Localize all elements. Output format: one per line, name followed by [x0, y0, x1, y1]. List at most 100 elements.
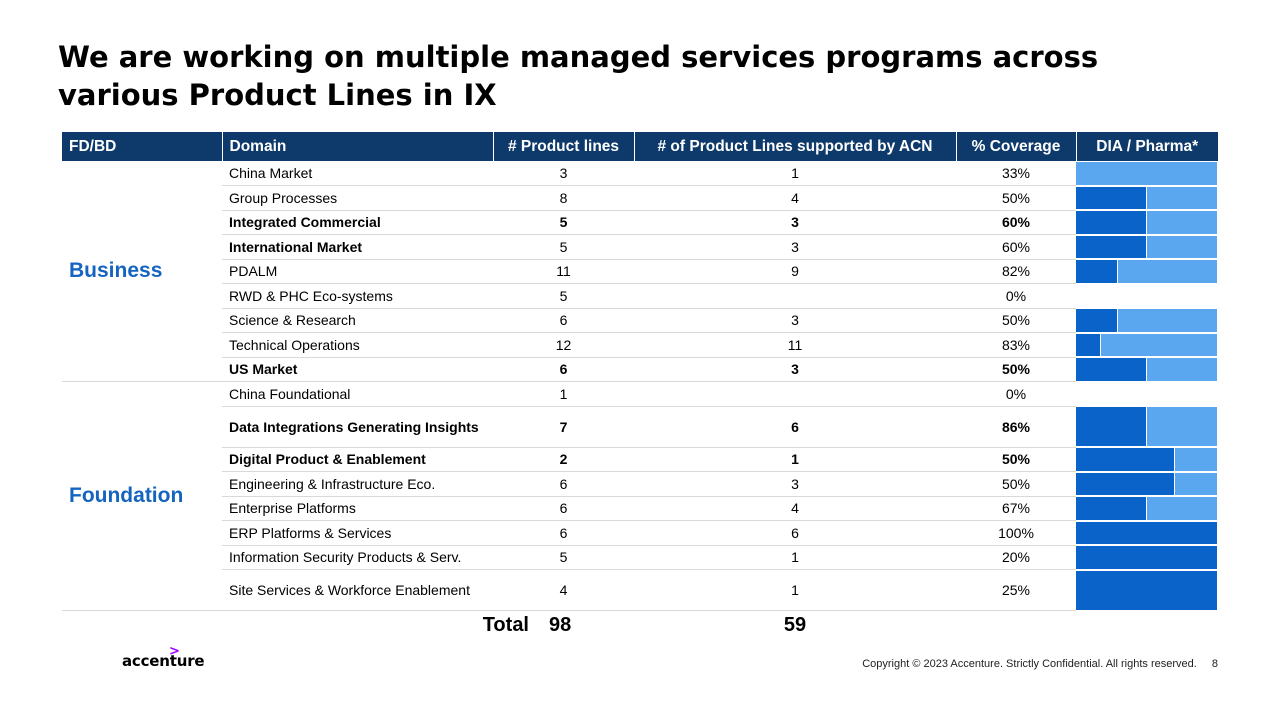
domain-cell: ERP Platforms & Services	[222, 520, 493, 546]
table-row: Business China Market 3 1 33%	[62, 161, 1218, 382]
product-lines-cell: 3	[493, 161, 634, 186]
copyright-text: Copyright © 2023 Accenture. Strictly Con…	[862, 658, 1197, 670]
product-lines-cell: 11	[493, 259, 634, 284]
domain-cell: Data Integrations Generating Insights	[222, 406, 493, 448]
domain-cell: Group Processes	[222, 185, 493, 211]
header-coverage: % Coverage	[956, 132, 1077, 161]
page-title: We are working on multiple managed servi…	[58, 40, 1099, 112]
footer: Copyright © 2023 Accenture. Strictly Con…	[862, 658, 1218, 670]
bar-dark-segment	[1076, 521, 1217, 544]
table-row: ERP Platforms & Services 6 6 100%	[62, 520, 1218, 546]
supported-cell	[634, 381, 956, 407]
dia-pharma-bar-cell	[1076, 570, 1218, 611]
supported-cell: 1	[634, 569, 956, 611]
product-lines-cell: 1	[493, 381, 634, 407]
supported-cell: 3	[634, 471, 956, 497]
coverage-cell: 50%	[956, 471, 1076, 497]
product-lines-cell: 12	[493, 332, 634, 358]
domain-cell: US Market	[222, 357, 493, 382]
domain-cell: International Market	[222, 234, 493, 260]
bar-dark-segment	[1076, 448, 1175, 471]
dia-pharma-bar-cell	[1076, 447, 1218, 472]
coverage-cell: 50%	[956, 447, 1076, 472]
coverage-cell: 33%	[956, 161, 1076, 186]
coverage-cell: 83%	[956, 332, 1076, 358]
coverage-cell: 86%	[956, 406, 1076, 448]
supported-cell: 3	[634, 357, 956, 382]
dia-pharma-bar	[1076, 383, 1217, 406]
domain-cell: Engineering & Infrastructure Eco.	[222, 471, 493, 497]
bar-light-segment	[1146, 211, 1217, 234]
table-row: Science & Research 6 3 50%	[62, 308, 1218, 333]
dia-pharma-bar-cell	[1076, 545, 1218, 570]
dia-pharma-bar	[1076, 211, 1217, 234]
dia-pharma-bar	[1076, 448, 1217, 471]
dia-pharma-bar-cell	[1076, 186, 1218, 211]
table-row: PDALM 11 9 82%	[62, 259, 1218, 284]
bar-dark-segment	[1076, 333, 1102, 356]
domain-cell: Integrated Commercial	[222, 210, 493, 235]
dia-pharma-bar-cell	[1076, 284, 1218, 309]
dia-pharma-bar-cell	[1076, 521, 1218, 546]
supported-cell: 3	[634, 308, 956, 333]
accenture-logo-mark: >	[169, 644, 180, 659]
supported-cell: 6	[634, 406, 956, 448]
supported-cell: 4	[634, 185, 956, 211]
product-lines-cell: 6	[493, 357, 634, 382]
domain-cell: RWD & PHC Eco-systems	[222, 283, 493, 309]
dia-pharma-bar	[1076, 235, 1217, 258]
supported-cell: 11	[634, 332, 956, 358]
total-supported: 59	[783, 613, 807, 636]
table-row: Enterprise Platforms 6 4 67%	[62, 496, 1218, 521]
supported-cell: 1	[634, 447, 956, 472]
bar-light-segment	[1146, 186, 1217, 209]
total-label: Total	[482, 613, 529, 636]
domain-cell: Science & Research	[222, 308, 493, 333]
table-header-row: FD/BD Domain # Product lines # of Produc…	[62, 132, 1218, 161]
domain-cell: Information Security Products & Serv.	[222, 545, 493, 570]
dia-pharma-bar-cell	[1076, 235, 1218, 260]
product-lines-cell: 6	[493, 308, 634, 333]
product-lines-cell: 6	[493, 471, 634, 497]
bar-light-segment	[1146, 235, 1217, 258]
product-lines-cell: 6	[493, 496, 634, 521]
table-row: Foundation China Foundational 1 0%	[62, 381, 1218, 611]
coverage-cell: 0%	[956, 381, 1076, 407]
table-row: Engineering & Infrastructure Eco. 6 3 50%	[62, 471, 1218, 497]
total-row: Total 98 59	[62, 611, 1218, 639]
dia-pharma-bar-cell	[1076, 333, 1218, 358]
table-row: Group Processes 8 4 50%	[62, 185, 1218, 211]
bar-dark-segment	[1076, 235, 1147, 258]
table-row: Technical Operations 12 11 83%	[62, 332, 1218, 358]
coverage-cell: 20%	[956, 545, 1076, 570]
table-row: RWD & PHC Eco-systems 5 0%	[62, 283, 1218, 309]
header-fd-bd: FD/BD	[62, 132, 223, 161]
coverage-cell: 60%	[956, 234, 1076, 260]
supported-cell: 3	[634, 234, 956, 260]
product-lines-cell: 5	[493, 545, 634, 570]
coverage-cell: 60%	[956, 210, 1076, 235]
supported-cell: 1	[634, 161, 956, 186]
coverage-cell: 25%	[956, 569, 1076, 611]
table-row: Site Services & Workforce Enablement 4 1 25…	[62, 569, 1218, 611]
table-row: US Market 6 3 50%	[62, 357, 1218, 382]
domain-cell: Digital Product & Enablement	[222, 447, 493, 472]
dia-pharma-bar-cell	[1076, 308, 1218, 333]
bar-light-segment	[1146, 497, 1217, 520]
group-label: Business	[62, 161, 222, 382]
bar-light-segment	[1118, 260, 1217, 283]
bar-dark-segment	[1076, 546, 1217, 569]
dia-pharma-bar-cell	[1076, 259, 1218, 284]
bar-dark-segment	[1076, 407, 1147, 446]
coverage-cell: 82%	[956, 259, 1076, 284]
table-row: International Market 5 3 60%	[62, 234, 1218, 260]
dia-pharma-bar	[1076, 407, 1217, 446]
supported-cell: 3	[634, 210, 956, 235]
product-lines-cell: 6	[493, 520, 634, 546]
bar-dark-segment	[1076, 309, 1119, 332]
table-row: Data Integrations Generating Insights 7 6 8…	[62, 406, 1218, 448]
coverage-cell: 50%	[956, 185, 1076, 211]
dia-pharma-bar-cell	[1076, 472, 1218, 497]
dia-pharma-bar	[1076, 358, 1217, 381]
header-supported-by-acn: # of Product Lines supported by ACN	[634, 132, 957, 161]
